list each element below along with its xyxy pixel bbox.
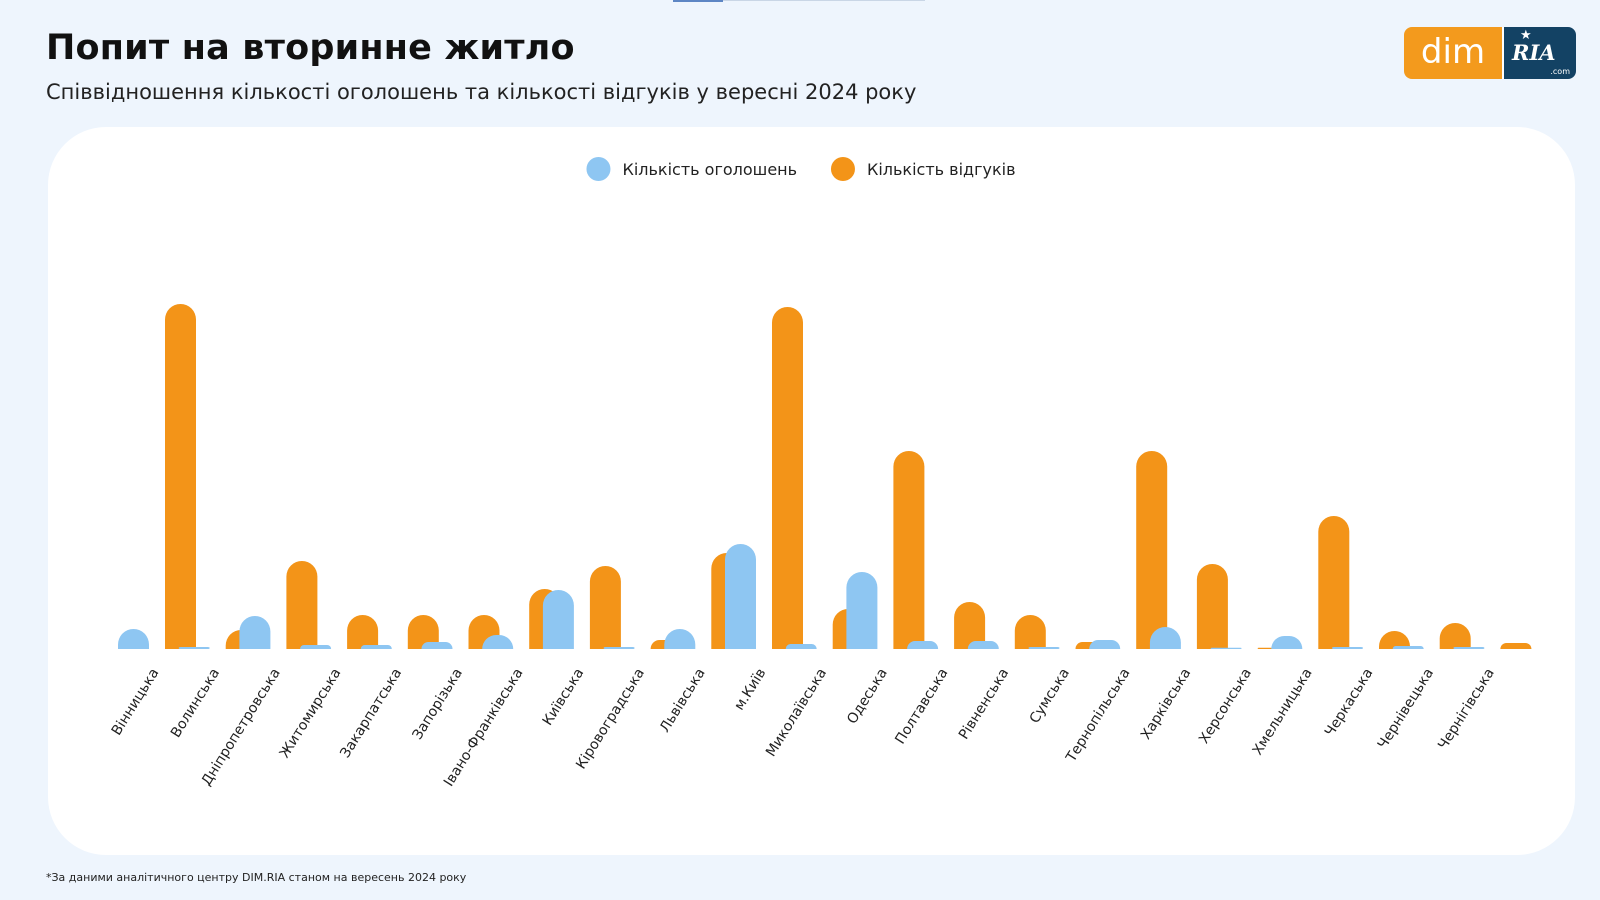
bar-responses-20 — [1318, 516, 1350, 665]
page-title: Попит на вторинне житло — [46, 28, 575, 68]
bar-responses-13 — [893, 451, 925, 665]
baseline-mask — [88, 649, 1538, 689]
top-divider-line — [723, 0, 925, 1]
bar-listings-8 — [542, 590, 574, 665]
bar-responses-8 — [589, 566, 621, 665]
chart-card: Кількість оголошень Кількість відгуків Він… — [48, 127, 1575, 855]
legend-item-1: Кількість оголошень — [586, 157, 797, 181]
legend-marker-1 — [586, 157, 611, 181]
bar-listings-23 — [1453, 647, 1485, 649]
bar-chart: Кількість оголошень Кількість відгуківВін… — [88, 157, 1538, 789]
dim-ria-logo[interactable]: dim ★ RIA .com — [1404, 27, 1576, 79]
legend-marker-2 — [830, 157, 855, 181]
logo-ria-suffix: .com — [1550, 67, 1570, 76]
bar-responses-17 — [1136, 451, 1168, 665]
legend-label-1: Кількість оголошень — [622, 160, 797, 179]
chart-legend: Кількість оголошень Кількість відгуків — [586, 157, 1016, 181]
bar-responses-3 — [286, 561, 318, 665]
logo-ria-block: ★ RIA .com — [1502, 27, 1576, 79]
legend-label-2: Кількість відгуків — [867, 160, 1016, 179]
bar-listings-19 — [1210, 647, 1242, 649]
top-tab-indicator — [673, 0, 723, 2]
bar-responses-11 — [772, 307, 803, 665]
footnote: *За даними аналітичного центру DIM.RIA с… — [46, 871, 467, 884]
bar-responses-1 — [165, 304, 196, 665]
logo-dim-text: dim — [1404, 27, 1502, 79]
star-icon: ★ — [1520, 28, 1532, 43]
logo-ria-text: RIA — [1512, 40, 1556, 65]
bars-group — [118, 304, 1532, 665]
bar-responses-18 — [1196, 564, 1228, 665]
bar-listings-2 — [178, 647, 210, 649]
legend-item-2: Кількість відгуків — [830, 157, 1016, 181]
bar-listings-16 — [1028, 647, 1060, 649]
bar-listings-9 — [603, 647, 635, 649]
bar-listings-11 — [725, 544, 756, 665]
bar-listings-13 — [846, 572, 878, 665]
page-subtitle: Співвідношення кількості оголошень та кі… — [46, 80, 917, 104]
bar-listings-21 — [1332, 647, 1363, 649]
